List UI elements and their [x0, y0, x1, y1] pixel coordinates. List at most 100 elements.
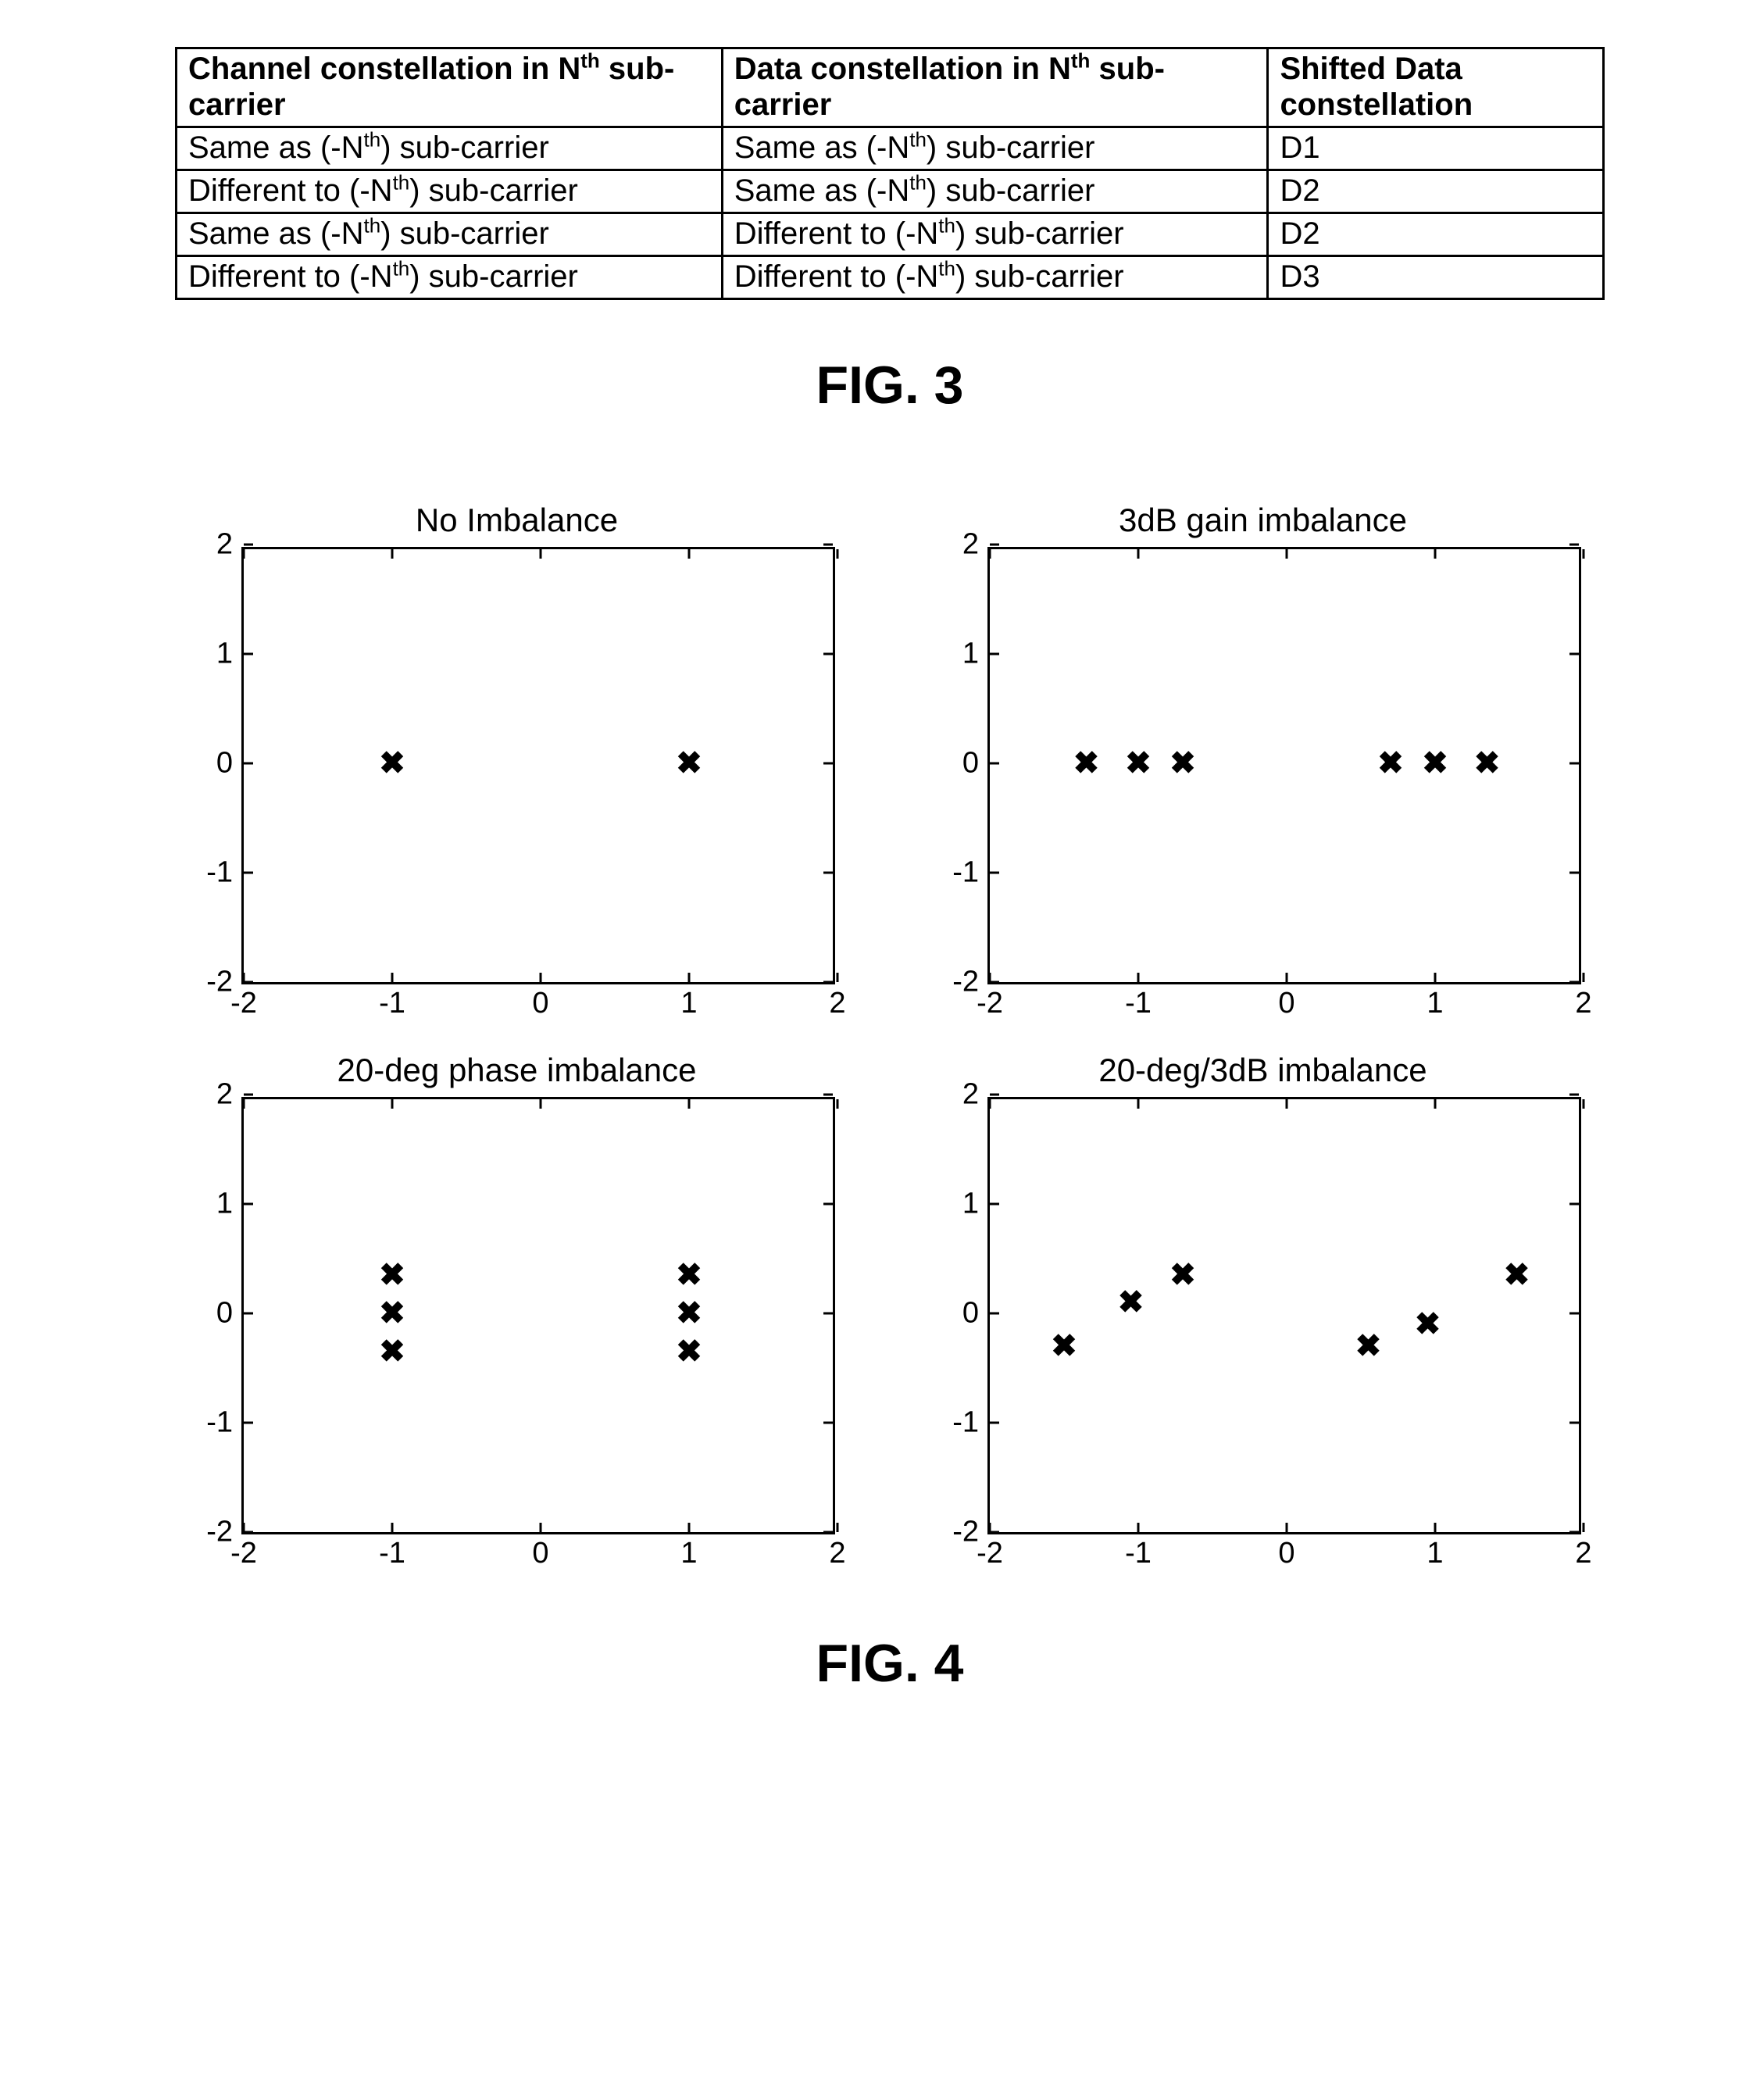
- constellation-table: Channel constellation in Nth sub-carrier…: [175, 47, 1605, 300]
- y-tick: [1569, 1422, 1579, 1424]
- constellation-point: ✖: [676, 1259, 702, 1291]
- chart-panel-d: 20-deg/3dB imbalance-2-1012-2-1012✖✖✖✖✖✖: [925, 1052, 1601, 1570]
- x-tick-label: 0: [1278, 987, 1294, 1020]
- table-cell: Different to (-Nth) sub-carrier: [177, 256, 723, 299]
- table-row: Different to (-Nth) sub-carrierSame as (…: [177, 170, 1604, 213]
- y-tick: [1569, 544, 1579, 546]
- constellation-point: ✖: [379, 1298, 405, 1329]
- x-tick-label: -2: [230, 987, 257, 1020]
- table-row: Same as (-Nth) sub-carrierSame as (-Nth)…: [177, 127, 1604, 170]
- x-tick-label: -1: [379, 987, 405, 1020]
- chart-panel-c: 20-deg phase imbalance-2-1012-2-1012✖✖✖✖…: [179, 1052, 855, 1570]
- x-tick: [540, 549, 542, 559]
- x-tick: [540, 1523, 542, 1532]
- x-tick: [1583, 973, 1585, 982]
- y-tick: [1569, 1094, 1579, 1096]
- constellation-point: ✖: [676, 1298, 702, 1329]
- x-tick: [1286, 549, 1288, 559]
- y-tick: [990, 1094, 999, 1096]
- y-tick: [990, 653, 999, 655]
- constellation-point: ✖: [1415, 1309, 1441, 1340]
- x-tick-label: 1: [1427, 1537, 1443, 1570]
- y-tick: [823, 981, 833, 984]
- figure-page: Channel constellation in Nth sub-carrier…: [0, 0, 1764, 2079]
- x-tick: [837, 973, 839, 982]
- constellation-point: ✖: [379, 1259, 405, 1291]
- y-tick: [990, 544, 999, 546]
- x-tick: [391, 549, 394, 559]
- y-tick: [823, 872, 833, 874]
- constellation-point: ✖: [676, 1336, 702, 1367]
- constellation-point: ✖: [379, 1336, 405, 1367]
- constellation-point: ✖: [1504, 1259, 1530, 1291]
- table-cell: D1: [1268, 127, 1604, 170]
- y-tick-label: 1: [962, 1188, 979, 1221]
- x-tick: [391, 1523, 394, 1532]
- y-tick: [990, 763, 999, 765]
- plot-area: -2-1012-2-1012✖✖✖✖✖✖: [241, 1097, 835, 1534]
- chart-panel-b: 3dB gain imbalance-2-1012-2-1012✖✖✖✖✖✖: [925, 502, 1601, 1020]
- y-tick: [990, 1531, 999, 1534]
- x-tick: [837, 549, 839, 559]
- y-tick: [990, 1203, 999, 1206]
- x-tick: [540, 973, 542, 982]
- y-tick: [990, 872, 999, 874]
- x-tick: [989, 1099, 991, 1109]
- y-tick: [823, 1422, 833, 1424]
- y-tick-label: -1: [952, 1406, 979, 1440]
- constellation-point: ✖: [1169, 1259, 1196, 1291]
- x-tick-label: 1: [680, 1537, 697, 1570]
- y-tick: [244, 1313, 253, 1315]
- x-tick: [540, 1099, 542, 1109]
- table-cell: Different to (-Nth) sub-carrier: [177, 170, 723, 213]
- y-tick: [1569, 763, 1579, 765]
- plot-area: -2-1012-2-1012✖✖✖✖✖✖: [987, 547, 1581, 984]
- x-tick-label: 0: [1278, 1537, 1294, 1570]
- chart-title: No Imbalance: [179, 502, 855, 539]
- y-tick: [823, 544, 833, 546]
- x-tick: [1286, 1523, 1288, 1532]
- chart-title: 20-deg/3dB imbalance: [925, 1052, 1601, 1089]
- x-tick-label: -2: [230, 1537, 257, 1570]
- y-tick-label: 1: [216, 1188, 233, 1221]
- constellation-point: ✖: [1422, 748, 1448, 779]
- table-header-2: Shifted Data constellation: [1268, 48, 1604, 127]
- table-header-0: Channel constellation in Nth sub-carrier: [177, 48, 723, 127]
- x-tick: [1583, 1099, 1585, 1109]
- x-tick: [391, 973, 394, 982]
- y-tick: [823, 653, 833, 655]
- x-tick: [391, 1099, 394, 1109]
- x-tick-label: 2: [829, 987, 845, 1020]
- x-tick-label: 1: [1427, 987, 1443, 1020]
- y-tick: [244, 1422, 253, 1424]
- plot-wrap: -2-1012-2-1012✖✖✖✖✖✖: [987, 547, 1601, 984]
- table-cell: Same as (-Nth) sub-carrier: [722, 170, 1268, 213]
- table-row: Same as (-Nth) sub-carrierDifferent to (…: [177, 213, 1604, 256]
- x-tick-label: -1: [1125, 1537, 1152, 1570]
- y-tick: [1569, 872, 1579, 874]
- chart-panel-a: No Imbalance-2-1012-2-1012✖✖: [179, 502, 855, 1020]
- y-tick: [1569, 1313, 1579, 1315]
- x-tick: [989, 549, 991, 559]
- table-cell: Same as (-Nth) sub-carrier: [177, 213, 723, 256]
- plot-area: -2-1012-2-1012✖✖✖✖✖✖: [987, 1097, 1581, 1534]
- y-tick: [1569, 1203, 1579, 1206]
- table-cell: D2: [1268, 213, 1604, 256]
- y-tick: [244, 544, 253, 546]
- y-tick-label: -1: [952, 856, 979, 890]
- x-tick-label: -1: [1125, 987, 1152, 1020]
- y-tick: [823, 1094, 833, 1096]
- y-tick-label: -1: [206, 1406, 233, 1440]
- y-tick-label: 1: [962, 638, 979, 671]
- constellation-point: ✖: [1118, 1287, 1144, 1318]
- x-tick-label: 0: [532, 1537, 548, 1570]
- y-tick: [823, 1313, 833, 1315]
- y-tick: [1569, 981, 1579, 984]
- y-tick-label: -2: [206, 966, 233, 999]
- figure-4-caption: FIG. 4: [156, 1633, 1623, 1694]
- y-tick-label: 2: [962, 1078, 979, 1112]
- x-tick: [1137, 549, 1140, 559]
- x-tick: [688, 1523, 691, 1532]
- y-tick: [244, 653, 253, 655]
- plot-wrap: -2-1012-2-1012✖✖✖✖✖✖: [241, 1097, 855, 1534]
